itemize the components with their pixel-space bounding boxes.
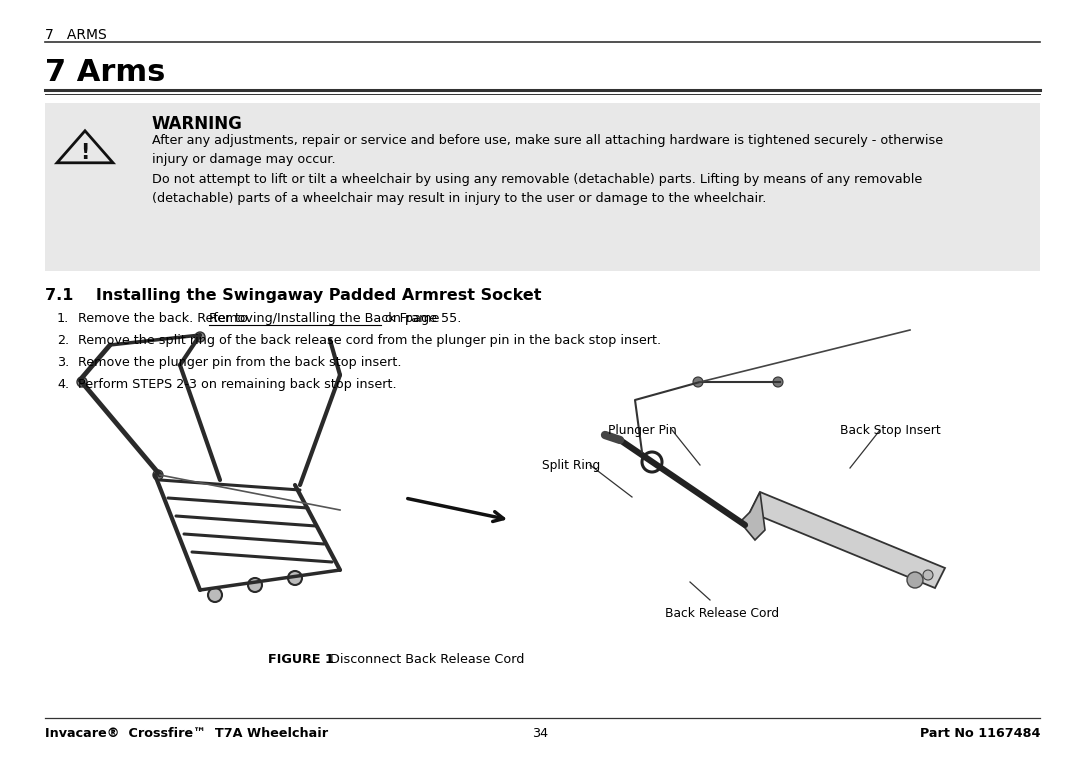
Text: 3.: 3. (57, 356, 69, 369)
Text: 1.: 1. (57, 312, 69, 325)
Text: on page 55.: on page 55. (381, 312, 461, 325)
Circle shape (907, 572, 923, 588)
Text: 7 Arms: 7 Arms (45, 58, 165, 87)
Text: Remove the split ring of the back release cord from the plunger pin in the back : Remove the split ring of the back releas… (78, 334, 661, 347)
Text: Remove the plunger pin from the back stop insert.: Remove the plunger pin from the back sto… (78, 356, 402, 369)
Circle shape (153, 470, 163, 480)
Circle shape (248, 578, 262, 592)
Text: 7   ARMS: 7 ARMS (45, 28, 107, 42)
Text: After any adjustments, repair or service and before use, make sure all attaching: After any adjustments, repair or service… (152, 134, 943, 166)
Text: Part No 1167484: Part No 1167484 (919, 727, 1040, 740)
Text: 34: 34 (532, 727, 548, 740)
Text: 4.: 4. (57, 378, 69, 391)
Text: Disconnect Back Release Cord: Disconnect Back Release Cord (314, 653, 525, 666)
Circle shape (208, 588, 222, 602)
Text: Do not attempt to lift or tilt a wheelchair by using any removable (detachable) : Do not attempt to lift or tilt a wheelch… (152, 173, 922, 205)
Text: Plunger Pin: Plunger Pin (608, 424, 677, 437)
Text: !: ! (80, 143, 90, 163)
Bar (45, 103, 1040, 271)
Text: Back Release Cord: Back Release Cord (665, 607, 779, 620)
Text: Removing/Installing the Back Frame: Removing/Installing the Back Frame (210, 312, 440, 325)
Circle shape (288, 571, 302, 585)
Text: 7.1    Installing the Swingaway Padded Armrest Socket: 7.1 Installing the Swingaway Padded Armr… (45, 288, 541, 303)
Text: WARNING: WARNING (152, 115, 243, 133)
Circle shape (693, 377, 703, 387)
Circle shape (77, 377, 87, 387)
Circle shape (195, 332, 205, 342)
Text: Split Ring: Split Ring (542, 459, 600, 472)
Circle shape (923, 570, 933, 580)
Text: Back Stop Insert: Back Stop Insert (840, 424, 941, 437)
Polygon shape (740, 492, 765, 540)
Text: FIGURE 1: FIGURE 1 (268, 653, 334, 666)
Text: Remove the back. Refer to: Remove the back. Refer to (78, 312, 252, 325)
Text: Invacare®  Crossfire™  T7A Wheelchair: Invacare® Crossfire™ T7A Wheelchair (45, 727, 328, 740)
Text: 2.: 2. (57, 334, 69, 347)
Text: Perform STEPS 2-3 on remaining back stop insert.: Perform STEPS 2-3 on remaining back stop… (78, 378, 396, 391)
Circle shape (773, 377, 783, 387)
Polygon shape (750, 492, 945, 588)
